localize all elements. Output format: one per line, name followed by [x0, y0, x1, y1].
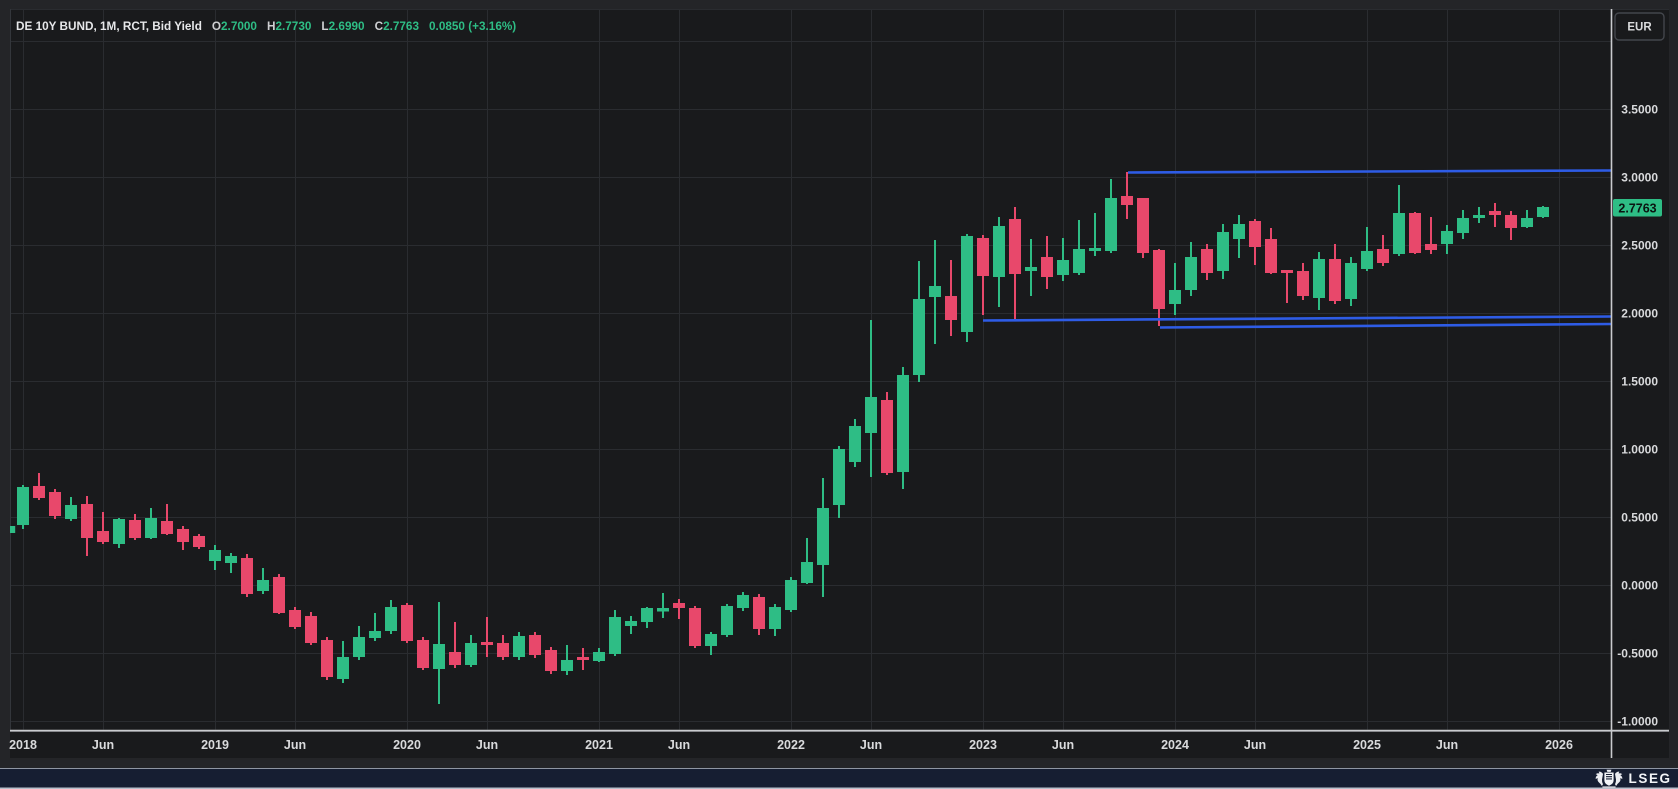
svg-text:2.0000: 2.0000	[1621, 307, 1658, 321]
svg-text:Jun: Jun	[476, 738, 498, 752]
svg-text:-1.0000: -1.0000	[1617, 715, 1658, 729]
svg-text:2.7763: 2.7763	[1618, 202, 1656, 216]
svg-text:Jun: Jun	[284, 738, 306, 752]
svg-text:2019: 2019	[201, 738, 229, 752]
svg-text:2025: 2025	[1353, 738, 1381, 752]
svg-text:Jun: Jun	[92, 738, 114, 752]
svg-text:2022: 2022	[777, 738, 805, 752]
svg-text:Jun: Jun	[860, 738, 882, 752]
svg-text:2020: 2020	[393, 738, 421, 752]
svg-text:3.5000: 3.5000	[1621, 103, 1658, 117]
svg-text:1.5000: 1.5000	[1621, 375, 1658, 389]
svg-text:0.0000: 0.0000	[1621, 579, 1658, 593]
svg-text:EUR: EUR	[1627, 22, 1652, 34]
svg-text:1.0000: 1.0000	[1621, 443, 1658, 457]
svg-text:3.0000: 3.0000	[1621, 171, 1658, 185]
svg-text:Jun: Jun	[1436, 738, 1458, 752]
svg-text:Jun: Jun	[1244, 738, 1266, 752]
svg-text:2.5000: 2.5000	[1621, 239, 1658, 253]
svg-text:2018: 2018	[9, 738, 37, 752]
svg-text:-0.5000: -0.5000	[1617, 647, 1658, 661]
svg-text:2026: 2026	[1545, 738, 1573, 752]
svg-text:0.5000: 0.5000	[1621, 511, 1658, 525]
svg-text:2021: 2021	[585, 738, 613, 752]
svg-text:2023: 2023	[969, 738, 997, 752]
svg-text:2024: 2024	[1161, 738, 1189, 752]
svg-text:LSEG: LSEG	[1629, 771, 1672, 786]
svg-text:Jun: Jun	[1052, 738, 1074, 752]
svg-text:Jun: Jun	[668, 738, 690, 752]
svg-text:DE 10Y BUND, 1M, RCT, Bid Yiel: DE 10Y BUND, 1M, RCT, Bid Yield O2.7000 H2…	[16, 20, 516, 33]
